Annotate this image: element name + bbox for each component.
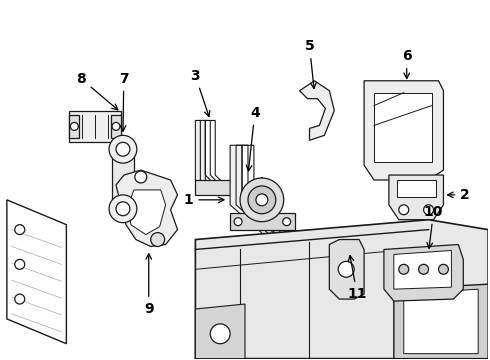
Text: 6: 6: [402, 49, 412, 78]
Text: 3: 3: [191, 69, 210, 117]
Polygon shape: [196, 121, 210, 190]
Polygon shape: [230, 145, 275, 244]
Text: 5: 5: [305, 39, 316, 89]
Polygon shape: [394, 284, 488, 359]
Text: 2: 2: [448, 188, 470, 202]
Circle shape: [15, 225, 24, 235]
Circle shape: [240, 178, 284, 222]
Circle shape: [15, 294, 24, 304]
Polygon shape: [128, 190, 166, 235]
Polygon shape: [196, 180, 235, 195]
Circle shape: [116, 202, 130, 216]
Polygon shape: [116, 170, 177, 247]
Polygon shape: [384, 244, 464, 301]
Circle shape: [283, 218, 291, 226]
Text: 8: 8: [76, 72, 118, 110]
Polygon shape: [196, 304, 245, 359]
Text: 9: 9: [144, 254, 153, 316]
Circle shape: [135, 171, 147, 183]
Circle shape: [256, 194, 268, 206]
Polygon shape: [389, 175, 443, 220]
Text: 7: 7: [119, 72, 128, 131]
Circle shape: [151, 233, 165, 247]
Text: 11: 11: [347, 256, 367, 301]
Polygon shape: [299, 81, 334, 140]
Circle shape: [248, 186, 276, 214]
Polygon shape: [112, 149, 134, 209]
Text: 1: 1: [184, 193, 224, 207]
Circle shape: [112, 122, 120, 130]
Polygon shape: [364, 81, 443, 180]
Circle shape: [418, 264, 429, 274]
Circle shape: [109, 195, 137, 223]
Circle shape: [399, 205, 409, 215]
Circle shape: [234, 218, 242, 226]
Polygon shape: [404, 289, 478, 354]
Polygon shape: [70, 111, 121, 142]
Circle shape: [210, 324, 230, 344]
Polygon shape: [397, 180, 436, 197]
Circle shape: [399, 264, 409, 274]
Polygon shape: [230, 213, 294, 230]
Circle shape: [439, 264, 448, 274]
Polygon shape: [394, 251, 451, 289]
Polygon shape: [329, 239, 364, 299]
Circle shape: [424, 205, 434, 215]
Circle shape: [116, 142, 130, 156]
Circle shape: [338, 261, 354, 277]
Text: 10: 10: [424, 205, 443, 248]
Polygon shape: [111, 114, 121, 138]
Polygon shape: [70, 114, 79, 138]
Text: 4: 4: [246, 105, 260, 171]
Polygon shape: [374, 93, 432, 162]
Circle shape: [71, 122, 78, 130]
Circle shape: [15, 260, 24, 269]
Circle shape: [109, 135, 137, 163]
Polygon shape: [196, 220, 488, 359]
